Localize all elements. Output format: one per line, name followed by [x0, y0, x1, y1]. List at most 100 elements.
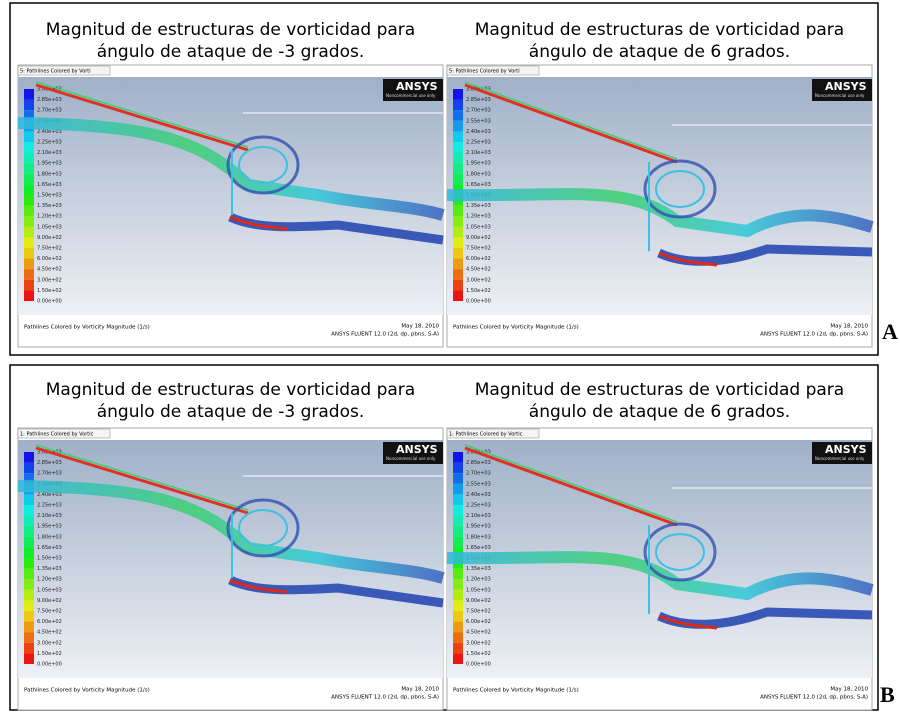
- colorbar-label: 1.65e+03: [466, 182, 491, 188]
- colorbar-label: 1.65e+03: [37, 182, 62, 188]
- colorbar-label: 1.80e+03: [37, 534, 62, 540]
- colorbar-label: 6.00e+02: [466, 256, 491, 262]
- colorbar-label: 6.00e+02: [37, 619, 62, 625]
- colorbar-swatch: [453, 590, 463, 601]
- colorbar-swatch: [453, 463, 463, 474]
- colorbar-swatch: [24, 206, 34, 217]
- footer: Pathlines Colored by Vorticity Magnitude…: [24, 688, 150, 694]
- colorbar-swatch: [453, 131, 463, 142]
- colorbar-swatch: [453, 452, 463, 463]
- colorbar-label: 2.25e+03: [466, 503, 491, 509]
- screenshot: 1: Pathlines Colored by Vortic3.00e+032.…: [447, 428, 872, 710]
- colorbar-swatch: [24, 269, 34, 280]
- colorbar-label: 7.50e+02: [466, 246, 491, 252]
- screenshot: 5: Pathlines Colored by Vorti3.00e+032.8…: [447, 65, 872, 347]
- colorbar-label: 2.25e+03: [466, 140, 491, 146]
- colorbar-swatch: [24, 653, 34, 664]
- colorbar-swatch: [453, 110, 463, 121]
- colorbar-swatch: [24, 100, 34, 111]
- colorbar-swatch: [24, 89, 34, 100]
- logo-note: Noncommercial use only: [815, 456, 865, 461]
- logo: ANSYS: [396, 443, 438, 456]
- colorbar-swatch: [453, 526, 463, 537]
- footer: Pathlines Colored by Vorticity Magnitude…: [24, 325, 150, 331]
- colorbar-swatch: [24, 600, 34, 611]
- page: A B Magnitud de estructuras de vorticida…: [0, 0, 900, 713]
- colorbar-label: 2.10e+03: [37, 150, 62, 156]
- colorbar-label: 1.50e+03: [37, 193, 62, 199]
- colorbar-swatch: [453, 142, 463, 153]
- colorbar-swatch: [453, 622, 463, 633]
- colorbar-swatch: [24, 452, 34, 463]
- colorbar-label: 9.00e+02: [37, 235, 62, 241]
- footer-version: ANSYS FLUENT 12.0 (2d, dp, pbns, S-A): [760, 332, 868, 338]
- colorbar-swatch: [453, 611, 463, 622]
- colorbar-swatch: [24, 131, 34, 142]
- figure: A B Magnitud de estructuras de vorticida…: [0, 0, 900, 713]
- colorbar-label: 2.70e+03: [466, 108, 491, 114]
- colorbar-label: 1.80e+03: [466, 171, 491, 177]
- colorbar-swatch: [453, 473, 463, 484]
- colorbar-swatch: [453, 632, 463, 643]
- colorbar-swatch: [24, 248, 34, 259]
- footer-version: ANSYS FLUENT 12.0 (2d, dp, pbns, S-A): [331, 332, 439, 338]
- colorbar-swatch: [24, 153, 34, 164]
- colorbar-swatch: [24, 227, 34, 238]
- colorbar-swatch: [453, 227, 463, 238]
- colorbar-swatch: [24, 558, 34, 569]
- colorbar-label: 1.05e+03: [37, 224, 62, 230]
- colorbar-label: 1.50e+02: [466, 651, 491, 657]
- colorbar-swatch: [453, 484, 463, 495]
- colorbar-label: 1.65e+03: [466, 545, 491, 551]
- colorbar-label: 2.85e+03: [466, 460, 491, 466]
- panel-title: Magnitud de estructuras de vorticidad pa…: [475, 380, 844, 400]
- footer-date: May 18, 2010: [830, 324, 868, 330]
- dropdown-label: 5: Pathlines Colored by Vorti: [20, 69, 91, 75]
- colorbar-swatch: [24, 195, 34, 206]
- colorbar-label: 7.50e+02: [466, 609, 491, 615]
- colorbar-label: 4.50e+02: [466, 267, 491, 273]
- colorbar-swatch: [453, 494, 463, 505]
- dropdown-label: 5: Pathlines Colored by Vorti: [449, 69, 520, 75]
- panel-title: Magnitud de estructuras de vorticidad pa…: [46, 20, 415, 40]
- colorbar-swatch: [24, 579, 34, 590]
- colorbar-label: 2.85e+03: [466, 97, 491, 103]
- colorbar-label: 3.00e+02: [466, 640, 491, 646]
- colorbar-label: 2.85e+03: [37, 460, 62, 466]
- colorbar-label: 0.00e+00: [37, 299, 62, 305]
- colorbar-swatch: [24, 280, 34, 291]
- colorbar-label: 1.95e+03: [466, 524, 491, 530]
- colorbar-swatch: [24, 526, 34, 537]
- colorbar-label: 6.00e+02: [466, 619, 491, 625]
- screenshot: 5: Pathlines Colored by Vorti3.00e+032.8…: [18, 65, 443, 347]
- colorbar-swatch: [453, 163, 463, 174]
- colorbar-label: 2.70e+03: [37, 108, 62, 114]
- colorbar-label: 9.00e+02: [466, 235, 491, 241]
- colorbar-label: 4.50e+02: [37, 630, 62, 636]
- colorbar-swatch: [453, 206, 463, 217]
- colorbar-label: 1.50e+02: [466, 288, 491, 294]
- colorbar-label: 2.40e+03: [466, 492, 491, 498]
- colorbar-swatch: [24, 622, 34, 633]
- colorbar-label: 0.00e+00: [466, 299, 491, 305]
- colorbar-label: 2.55e+03: [466, 481, 491, 487]
- colorbar-label: 4.50e+02: [466, 630, 491, 636]
- colorbar-swatch: [453, 216, 463, 227]
- colorbar-label: 1.95e+03: [37, 524, 62, 530]
- panel-title: Magnitud de estructuras de vorticidad pa…: [46, 380, 415, 400]
- colorbar-label: 2.10e+03: [37, 513, 62, 519]
- colorbar-label: 1.05e+03: [466, 587, 491, 593]
- colorbar-label: 6.00e+02: [37, 256, 62, 262]
- colorbar-label: 2.10e+03: [466, 513, 491, 519]
- colorbar-swatch: [453, 516, 463, 527]
- colorbar-label: 7.50e+02: [37, 246, 62, 252]
- colorbar-label: 1.20e+03: [37, 214, 62, 220]
- screenshot: 1: Pathlines Colored by Vortic3.00e+032.…: [18, 428, 443, 710]
- colorbar-label: 9.00e+02: [466, 598, 491, 604]
- colorbar-label: 1.05e+03: [466, 224, 491, 230]
- colorbar-label: 1.50e+02: [37, 288, 62, 294]
- colorbar-label: 3.00e+02: [37, 640, 62, 646]
- colorbar-swatch: [24, 590, 34, 601]
- colorbar-swatch: [453, 600, 463, 611]
- colorbar-label: 2.55e+03: [466, 118, 491, 124]
